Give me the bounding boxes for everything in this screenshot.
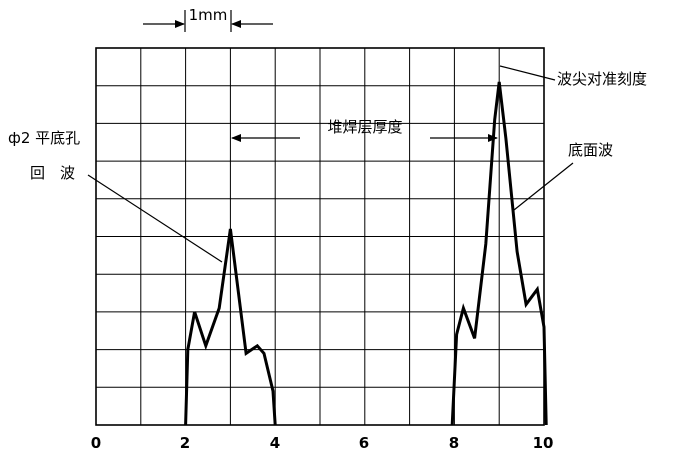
scale-dimension: 1mm — [143, 6, 273, 32]
tick-label-2: 2 — [180, 434, 190, 452]
tick-label-8: 8 — [449, 434, 459, 452]
tick-label-4: 4 — [270, 434, 280, 452]
scale-grid — [95, 47, 545, 426]
bottom-echo-wave — [450, 81, 548, 426]
x-axis-ticks: 0 2 4 6 8 10 — [91, 434, 554, 452]
tick-label-0: 0 — [91, 434, 101, 452]
scale-label: 1mm — [189, 6, 228, 24]
hole-echo-wave — [184, 228, 277, 426]
thickness-dimension: 堆焊层厚度 — [231, 118, 498, 142]
peak-marker: 波尖对准刻度 — [499, 65, 647, 88]
bottom-echo-label: 底面波 — [568, 141, 613, 159]
bottom-echo-callout: 底面波 — [513, 141, 613, 211]
thickness-label: 堆焊层厚度 — [327, 118, 402, 136]
tick-label-10: 10 — [533, 434, 554, 452]
hole-echo-label: ф2 平底孔 — [8, 129, 80, 147]
hole-echo-label-2: 回 波 — [30, 164, 75, 182]
tick-label-6: 6 — [359, 434, 369, 452]
peak-marker-label: 波尖对准刻度 — [557, 70, 647, 88]
waveform — [184, 81, 548, 426]
hole-echo-callout: ф2 平底孔 回 波 — [8, 129, 223, 263]
